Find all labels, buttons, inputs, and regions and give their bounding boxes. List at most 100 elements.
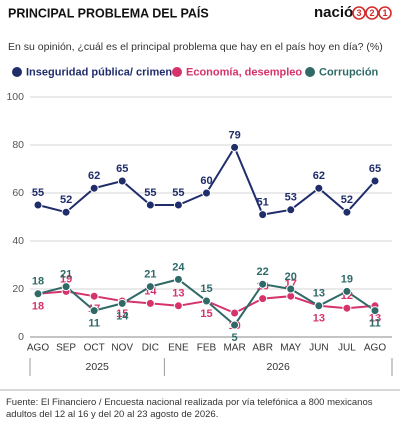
data-point: [89, 291, 99, 301]
data-point: [314, 301, 324, 311]
data-point: [230, 142, 240, 152]
data-point: [342, 207, 352, 217]
year-label: 2025: [86, 361, 110, 373]
x-tick-label: OCT: [84, 343, 105, 354]
data-point: [286, 284, 296, 294]
brand: nación: [314, 4, 362, 21]
x-tick-label: ABR: [252, 343, 273, 354]
data-point: [89, 306, 99, 316]
x-tick-label: ENE: [168, 343, 189, 354]
data-label: 18: [32, 301, 44, 313]
y-tick-label: 40: [12, 235, 24, 247]
x-tick-label: FEB: [197, 343, 217, 354]
data-point: [342, 303, 352, 313]
data-point: [202, 188, 211, 198]
data-point: [342, 286, 352, 296]
data-point: [61, 207, 71, 217]
brand-circle: [378, 6, 392, 20]
data-point: [33, 200, 43, 210]
data-label: 5: [232, 332, 238, 344]
data-label: 55: [172, 187, 184, 199]
data-point: [314, 183, 324, 193]
data-label: 13: [369, 313, 381, 325]
y-tick-label: 60: [12, 187, 24, 199]
x-tick-label: MAR: [223, 343, 245, 354]
data-point: [202, 296, 211, 306]
data-label: 65: [369, 163, 381, 175]
data-point: [370, 306, 380, 316]
data-point: [230, 308, 240, 318]
y-tick-label: 20: [12, 283, 24, 295]
data-label: 55: [144, 187, 156, 199]
data-point: [258, 294, 268, 304]
data-label: 11: [88, 318, 100, 330]
legend-label: Inseguridad pública/ crimen: [26, 66, 172, 78]
data-label: 19: [341, 273, 353, 285]
data-label: 15: [200, 283, 212, 295]
data-label: 21: [60, 269, 72, 281]
data-label: 60: [200, 175, 212, 187]
brand-circle: [352, 6, 366, 20]
data-point: [33, 289, 43, 299]
data-point: [145, 282, 155, 292]
y-tick-label: 100: [6, 91, 24, 103]
data-point: [286, 205, 296, 215]
data-label: 13: [172, 288, 184, 300]
data-label: 79: [228, 129, 240, 141]
data-label: 62: [313, 170, 325, 182]
data-point: [230, 320, 240, 330]
legend-label: Corrupción: [319, 66, 379, 78]
data-label: 53: [285, 192, 297, 204]
brand-digit: 2: [369, 8, 374, 18]
data-label: 18: [32, 276, 44, 288]
data-point: [370, 176, 380, 186]
chart-title: PRINCIPAL PROBLEMA DEL PAÍS: [8, 5, 209, 20]
data-label: 14: [116, 310, 129, 322]
x-tick-label: JUL: [338, 343, 356, 354]
source-note: Fuente: El Financiero / Encuesta naciona…: [6, 397, 373, 420]
data-point: [145, 200, 155, 210]
data-label: 51: [257, 197, 269, 209]
data-label: 11: [369, 318, 381, 330]
data-point: [258, 210, 268, 220]
data-point: [145, 298, 155, 308]
data-label: 13: [313, 313, 325, 325]
legend-marker: [12, 67, 22, 77]
x-tick-label: NOV: [111, 343, 133, 354]
data-label: 65: [116, 163, 128, 175]
data-label: 19: [60, 273, 72, 285]
legend-marker: [305, 67, 315, 77]
x-tick-label: SEP: [56, 343, 76, 354]
data-label: 52: [60, 194, 72, 206]
data-label: 55: [32, 187, 44, 199]
year-label: 2026: [267, 361, 291, 373]
x-tick-label: AGO: [27, 343, 49, 354]
data-label: 13: [313, 288, 325, 300]
data-point: [89, 183, 99, 193]
chart-subtitle: En su opinión, ¿cuál es el principal pro…: [8, 41, 383, 53]
data-point: [173, 200, 183, 210]
brand-digit: 3: [356, 8, 361, 18]
legend-label: Economía, desempleo: [186, 66, 302, 78]
x-tick-label: DIC: [142, 343, 159, 354]
data-label: 21: [144, 269, 156, 281]
data-label: 62: [88, 170, 100, 182]
data-label: 15: [200, 308, 212, 320]
data-point: [258, 279, 268, 289]
data-point: [117, 176, 127, 186]
x-tick-label: MAY: [280, 343, 301, 354]
brand-digit: 1: [382, 8, 387, 18]
data-label: 15: [116, 308, 128, 320]
y-tick-label: 0: [18, 331, 24, 343]
y-tick-label: 80: [12, 139, 24, 151]
data-point: [173, 301, 183, 311]
data-label: 24: [172, 261, 185, 273]
brand-circle: [365, 6, 379, 20]
data-label: 22: [257, 266, 269, 278]
legend-marker: [172, 67, 182, 77]
data-point: [61, 282, 71, 292]
data-point: [117, 298, 127, 308]
data-point: [173, 274, 183, 284]
